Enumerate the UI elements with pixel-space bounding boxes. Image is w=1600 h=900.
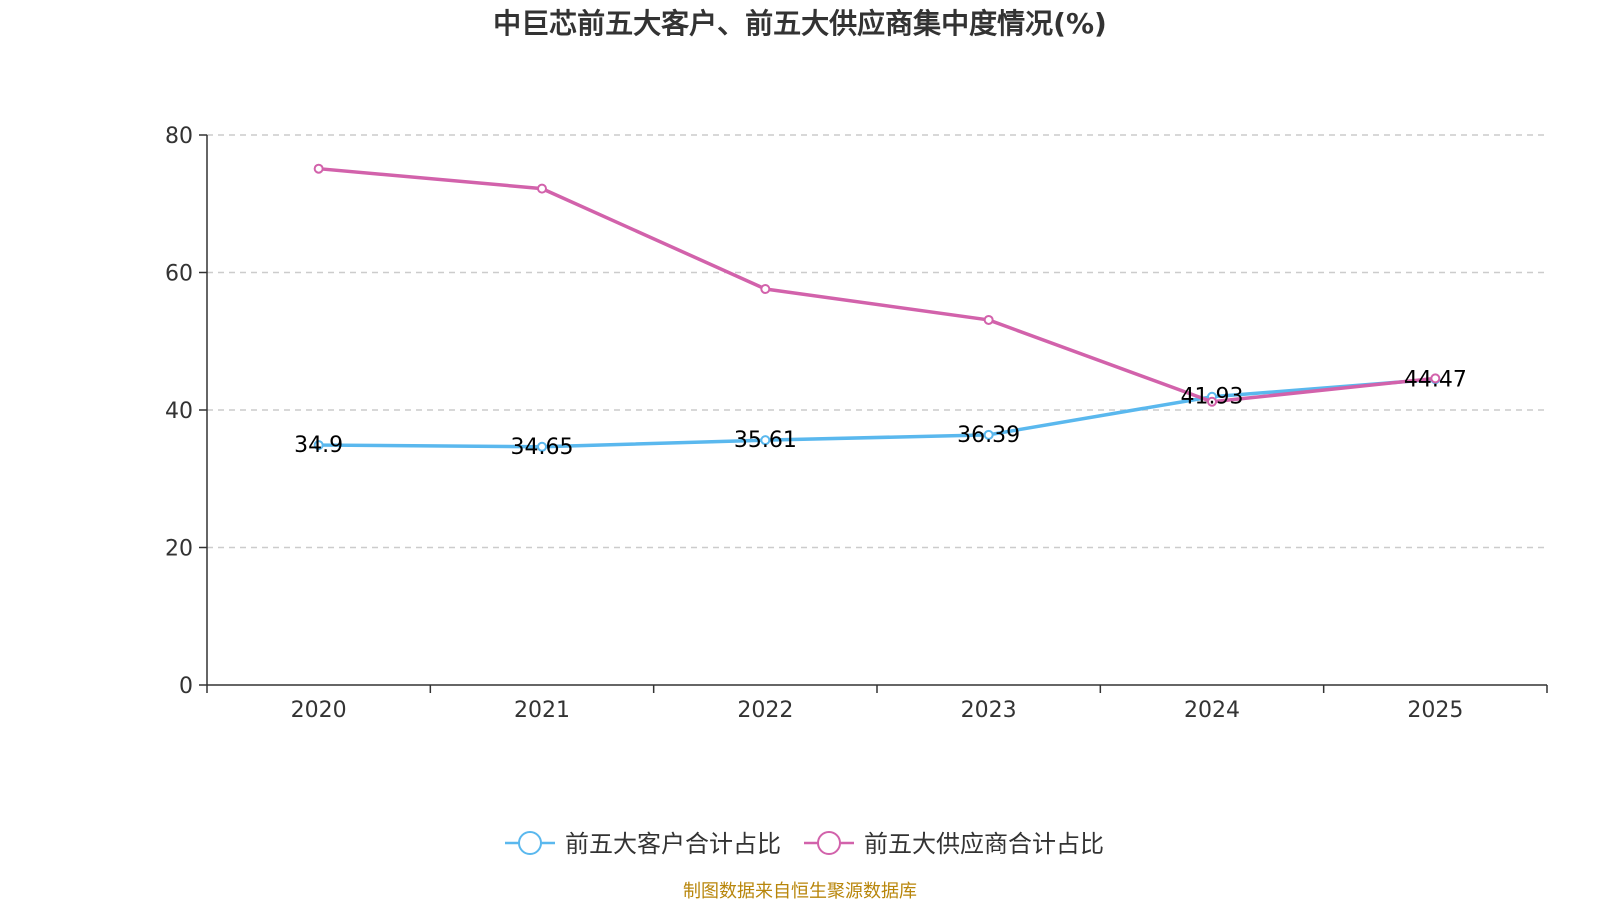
legend-label: 前五大客户合计占比 <box>565 830 781 858</box>
y-tick-label: 0 <box>179 674 193 699</box>
y-tick-label: 20 <box>165 537 193 562</box>
legend-marker <box>518 831 542 855</box>
x-tick-label: 2020 <box>291 698 347 723</box>
x-tick-label: 2022 <box>737 698 793 723</box>
y-tick-label: 80 <box>165 124 193 149</box>
y-tick-label: 40 <box>165 399 193 424</box>
data-point <box>1207 396 1217 407</box>
data-point <box>313 440 324 451</box>
legend-item-2[interactable]: 前五大供应商合计占比 <box>804 830 1104 858</box>
data-point <box>983 314 994 325</box>
data-label: 36.39 <box>957 423 1020 448</box>
data-label: 34.65 <box>511 435 574 460</box>
x-tick-label: 2021 <box>514 698 570 723</box>
data-point <box>1430 373 1441 384</box>
data-label: 44.47 <box>1404 367 1467 392</box>
legend[interactable]: 前五大客户合计占比 前五大供应商合计占比 <box>505 830 1104 858</box>
data-point <box>313 163 324 174</box>
series-line-1 <box>318 377 1436 449</box>
data-point <box>760 435 771 446</box>
data-point <box>537 441 547 452</box>
data-label: 34.9 <box>294 433 343 458</box>
legend-item-1[interactable]: 前五大客户合计占比 <box>505 830 781 858</box>
x-tick-label: 2025 <box>1407 698 1463 723</box>
data-label: 35.61 <box>734 428 797 453</box>
series-line-2 <box>318 166 1436 404</box>
data-point <box>983 429 994 440</box>
x-tick-label: 2023 <box>961 698 1017 723</box>
data-point <box>760 284 771 294</box>
source-note: 制图数据来自恒生聚源数据库 <box>683 881 917 900</box>
data-label: 41.93 <box>1181 385 1244 410</box>
data-labels: 34.9 34.65 35.61 36.39 41.93 44.47 <box>294 367 1467 460</box>
axes: 0 20 40 60 80 2020 2021 2022 2023 2024 2025 <box>165 124 1548 723</box>
grid-lines <box>207 134 1547 549</box>
series <box>313 163 1441 452</box>
data-point <box>537 183 547 194</box>
legend-marker <box>817 831 841 855</box>
legend-label: 前五大供应商合计占比 <box>864 830 1104 858</box>
y-tick-label: 60 <box>165 262 193 287</box>
x-tick-label: 2024 <box>1184 698 1240 723</box>
chart-title: 中巨芯前五大客户、前五大供应商集中度情况(%) <box>493 7 1107 40</box>
